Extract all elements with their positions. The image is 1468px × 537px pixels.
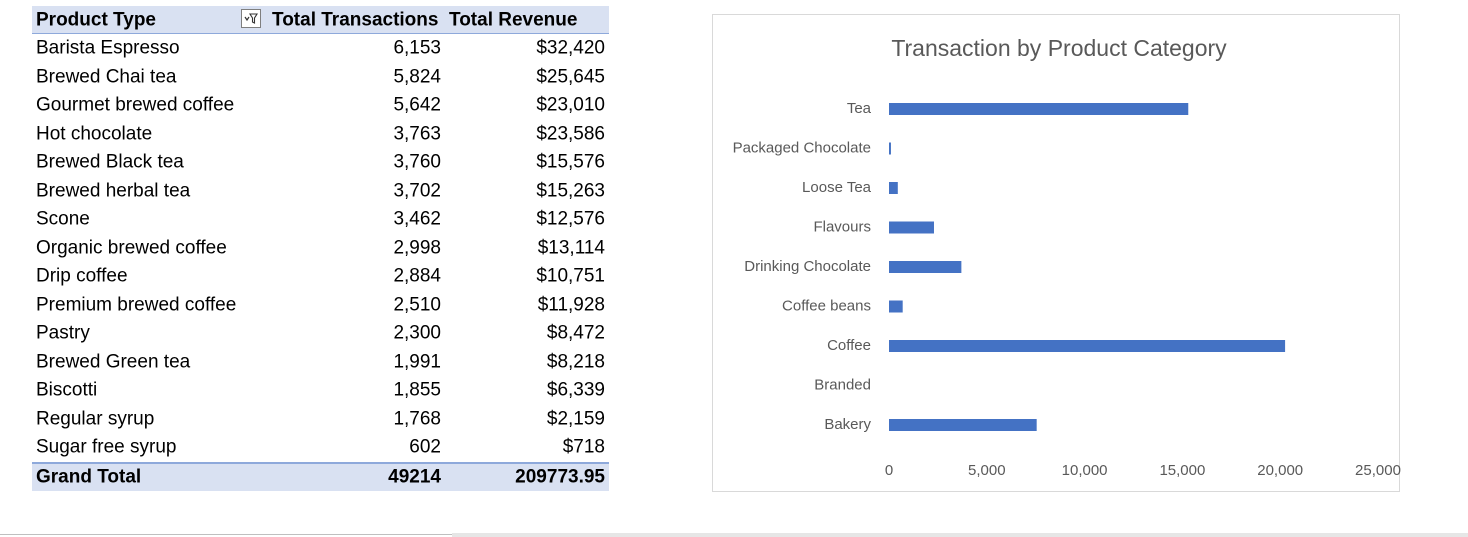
table-row[interactable]: Drip coffee 2,884 $10,751 bbox=[32, 262, 609, 291]
x-tick-label: 20,000 bbox=[1257, 462, 1303, 479]
product-type-cell: Premium brewed coffee bbox=[36, 294, 237, 316]
horizontal-scrollbar[interactable] bbox=[452, 533, 1468, 537]
bar-chart[interactable]: Transaction by Product Category Tea Packa… bbox=[712, 14, 1401, 492]
table-row[interactable]: Brewed Chai tea 5,824 $25,645 bbox=[32, 63, 609, 92]
revenue-cell: $12,576 bbox=[536, 208, 605, 230]
product-type-cell: Regular syrup bbox=[36, 408, 155, 430]
revenue-cell: $6,339 bbox=[546, 379, 605, 401]
product-type-cell: Barista Espresso bbox=[36, 37, 180, 59]
table-row[interactable]: Hot chocolate 3,763 $23,586 bbox=[32, 120, 609, 149]
product-type-cell: Brewed Green tea bbox=[36, 351, 191, 373]
transactions-cell: 1,855 bbox=[393, 379, 441, 401]
revenue-cell: $2,159 bbox=[546, 408, 605, 430]
transactions-cell: 2,998 bbox=[393, 237, 441, 259]
header-total-transactions[interactable]: Total Transactions bbox=[272, 9, 439, 30]
category-label: Drinking Chocolate bbox=[744, 258, 871, 275]
transactions-cell: 2,300 bbox=[393, 322, 441, 344]
table-row[interactable]: Brewed Black tea 3,760 $15,576 bbox=[32, 148, 609, 177]
category-label: Tea bbox=[847, 100, 872, 117]
product-type-cell: Sugar free syrup bbox=[36, 436, 177, 458]
category-label: Coffee bbox=[827, 337, 871, 354]
transactions-cell: 6,153 bbox=[393, 37, 441, 59]
category-label: Branded bbox=[814, 377, 871, 394]
product-type-cell: Biscotti bbox=[36, 379, 98, 401]
revenue-cell: $15,576 bbox=[536, 151, 605, 173]
category-label: Flavours bbox=[813, 219, 871, 236]
transactions-cell: 3,760 bbox=[393, 151, 441, 173]
transactions-cell: 3,462 bbox=[393, 208, 441, 230]
bar-bakery[interactable] bbox=[889, 419, 1037, 431]
category-label: Loose Tea bbox=[802, 179, 872, 196]
product-type-cell: Scone bbox=[36, 208, 90, 230]
table-row[interactable]: Brewed herbal tea 3,702 $15,263 bbox=[32, 177, 609, 206]
bar-loose-tea[interactable] bbox=[889, 182, 898, 194]
chart-canvas: Transaction by Product Category Tea Packa… bbox=[733, 35, 1401, 479]
revenue-cell: $13,114 bbox=[537, 237, 605, 259]
bar-flavours[interactable] bbox=[889, 221, 934, 234]
table-row[interactable]: Gourmet brewed coffee 5,642 $23,010 bbox=[32, 91, 609, 120]
revenue-cell: $8,472 bbox=[546, 322, 605, 344]
category-label: Packaged Chocolate bbox=[733, 140, 871, 157]
revenue-cell: $10,751 bbox=[536, 265, 605, 287]
transactions-cell: 2,884 bbox=[393, 265, 441, 287]
transactions-cell: 1,991 bbox=[393, 351, 441, 373]
revenue-cell: $11,928 bbox=[537, 294, 605, 316]
x-tick-label: 10,000 bbox=[1062, 462, 1108, 479]
grand-total-revenue: 209773.95 bbox=[515, 466, 605, 488]
category-label: Coffee beans bbox=[782, 298, 871, 315]
filter-icon bbox=[244, 13, 258, 24]
pivot-table: Product Type Total Transactions Total Re… bbox=[32, 6, 609, 491]
table-row[interactable]: Brewed Green tea 1,991 $8,218 bbox=[32, 348, 609, 377]
x-tick-label: 5,000 bbox=[968, 462, 1006, 479]
product-type-cell: Pastry bbox=[36, 322, 90, 344]
revenue-cell: $32,420 bbox=[536, 37, 605, 59]
product-type-cell: Brewed Black tea bbox=[36, 151, 184, 173]
table-row[interactable]: Regular syrup 1,768 $2,159 bbox=[32, 405, 609, 434]
transactions-cell: 5,642 bbox=[393, 94, 441, 116]
revenue-cell: $23,010 bbox=[536, 94, 605, 116]
table-row[interactable]: Scone 3,462 $12,576 bbox=[32, 205, 609, 234]
table-row[interactable]: Barista Espresso 6,153 $32,420 bbox=[32, 34, 609, 63]
bar-coffee-beans[interactable] bbox=[889, 300, 903, 313]
x-tick-label: 15,000 bbox=[1159, 462, 1205, 479]
bar-drinking-chocolate[interactable] bbox=[889, 261, 962, 273]
x-tick-label: 25,000 bbox=[1355, 462, 1401, 479]
table-row[interactable]: Biscotti 1,855 $6,339 bbox=[32, 376, 609, 405]
revenue-cell: $23,586 bbox=[536, 123, 605, 145]
transactions-cell: 602 bbox=[409, 436, 441, 458]
chart-title: Transaction by Product Category bbox=[891, 35, 1227, 61]
table-row[interactable]: Sugar free syrup 602 $718 bbox=[32, 433, 609, 462]
product-type-cell: Gourmet brewed coffee bbox=[36, 94, 235, 116]
transactions-cell: 2,510 bbox=[393, 294, 441, 316]
grand-total-label: Grand Total bbox=[36, 466, 142, 488]
revenue-cell: $25,645 bbox=[536, 66, 605, 88]
sheet-divider bbox=[0, 534, 452, 535]
bar-coffee[interactable] bbox=[889, 340, 1286, 352]
table-row[interactable]: Organic brewed coffee 2,998 $13,114 bbox=[32, 234, 609, 263]
transactions-cell: 1,768 bbox=[393, 408, 441, 430]
table-row[interactable]: Pastry 2,300 $8,472 bbox=[32, 319, 609, 348]
product-type-cell: Brewed herbal tea bbox=[36, 180, 191, 202]
product-type-cell: Drip coffee bbox=[36, 265, 128, 287]
x-tick-label: 0 bbox=[885, 462, 893, 479]
grand-total-transactions: 49214 bbox=[388, 466, 441, 488]
transactions-cell: 5,824 bbox=[393, 66, 441, 88]
pivot-header-row: Product Type Total Transactions Total Re… bbox=[32, 6, 609, 34]
table-row[interactable]: Premium brewed coffee 2,510 $11,928 bbox=[32, 291, 609, 320]
filter-dropdown-button[interactable] bbox=[241, 9, 261, 28]
bar-tea[interactable] bbox=[889, 103, 1189, 115]
revenue-cell: $718 bbox=[562, 436, 605, 458]
category-label: Bakery bbox=[824, 416, 871, 433]
product-type-cell: Brewed Chai tea bbox=[36, 66, 177, 88]
grand-total-row[interactable]: Grand Total 49214 209773.95 bbox=[32, 461, 609, 491]
bar-packaged-chocolate[interactable] bbox=[889, 142, 891, 155]
header-total-revenue[interactable]: Total Revenue bbox=[449, 9, 578, 30]
product-type-cell: Hot chocolate bbox=[36, 123, 153, 145]
transactions-cell: 3,763 bbox=[393, 123, 441, 145]
header-product-type[interactable]: Product Type bbox=[36, 9, 156, 30]
revenue-cell: $8,218 bbox=[546, 351, 605, 373]
revenue-cell: $15,263 bbox=[536, 180, 605, 202]
product-type-cell: Organic brewed coffee bbox=[36, 237, 227, 259]
transactions-cell: 3,702 bbox=[393, 180, 441, 202]
